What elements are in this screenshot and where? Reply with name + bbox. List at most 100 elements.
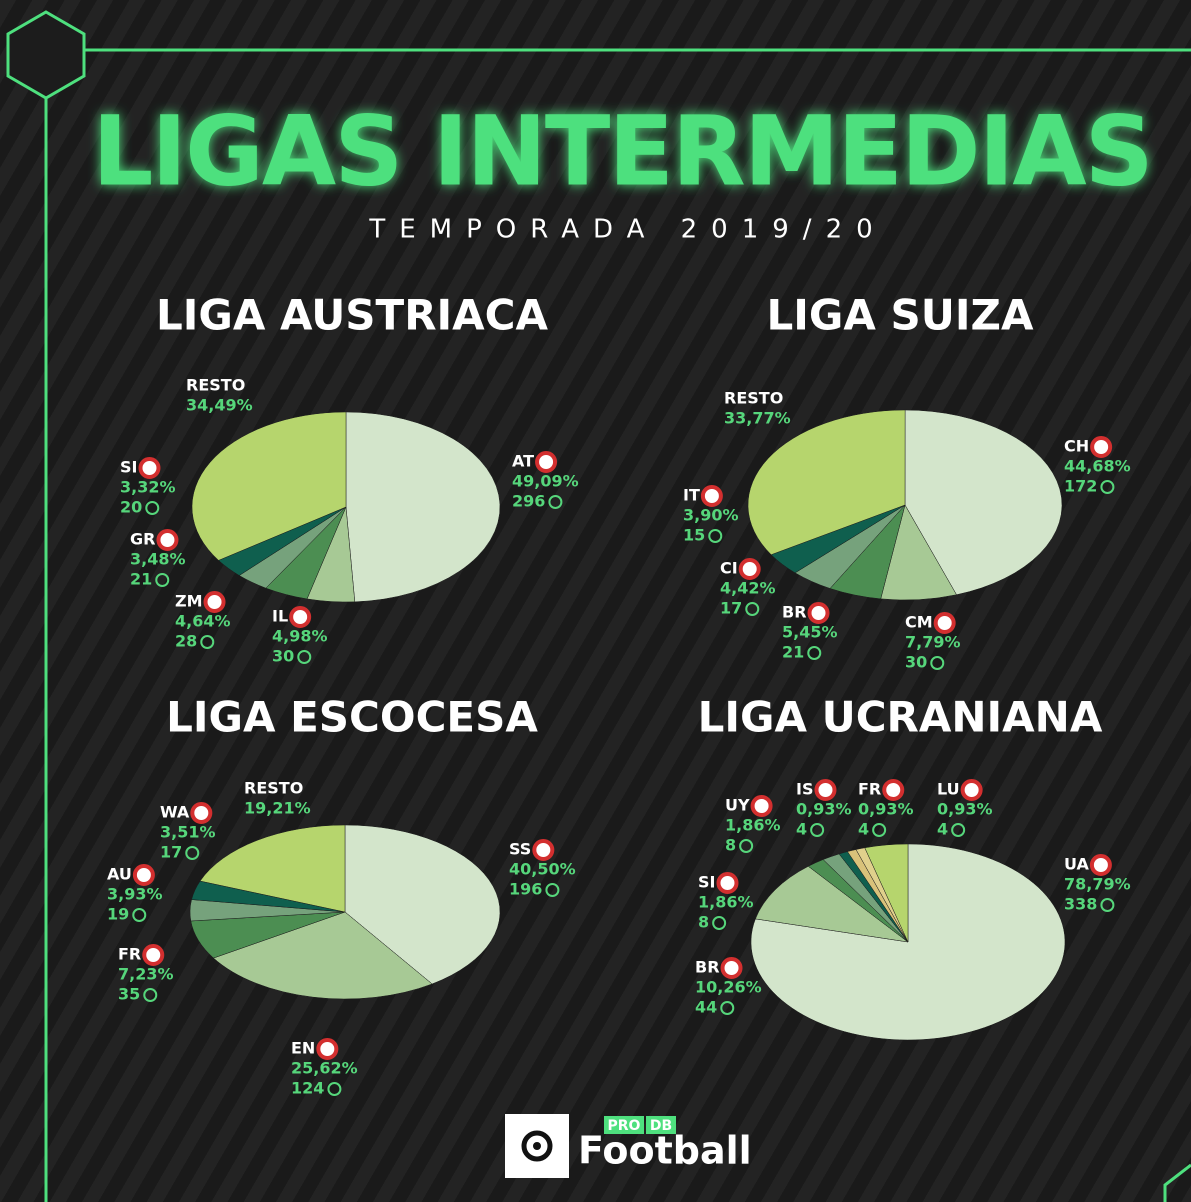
slice-count: 17 (720, 599, 742, 618)
slice-value: 3,90% (683, 506, 739, 525)
slice-label: AU (107, 865, 132, 884)
ball-icon (951, 823, 966, 837)
flag-icon (960, 779, 983, 801)
slice-value: 7,79% (905, 633, 961, 652)
pie-slice (904, 409, 1063, 596)
slice-value: 3,93% (107, 885, 163, 904)
slice-value: 4,98% (272, 627, 328, 646)
slice-label: IS (796, 780, 813, 799)
slice-label: RESTO (244, 779, 303, 798)
logo-db-box (646, 1116, 676, 1134)
flag-icon (716, 872, 739, 894)
slice-value: 7,23% (118, 965, 174, 984)
slice-value: 1,86% (725, 816, 781, 835)
ball-icon (872, 823, 887, 837)
slice-count: 30 (272, 647, 294, 666)
slice-value: 3,51% (160, 823, 216, 842)
ball-icon (708, 529, 723, 543)
pie-slice (747, 409, 906, 555)
slice-count: 8 (725, 836, 736, 855)
flag-icon (316, 1038, 339, 1060)
pie-slice (344, 824, 501, 985)
slice-label: RESTO (724, 389, 783, 408)
ball-icon (810, 823, 825, 837)
slice-value: 4,42% (720, 579, 776, 598)
slice-label: LU (937, 780, 960, 799)
slice-label: WA (160, 803, 190, 822)
slice-value: 19,21% (244, 799, 311, 818)
slice-label: FR (858, 780, 881, 799)
slice-count: 21 (130, 570, 152, 589)
chart-title: LIGA ESCOCESA (166, 693, 538, 742)
slice-value: 44,68% (1064, 457, 1131, 476)
flag-icon (142, 944, 165, 966)
slice-label: IL (272, 607, 288, 626)
ball-icon (200, 635, 215, 649)
pie-slice (199, 824, 346, 913)
slice-count: 21 (782, 643, 804, 662)
flag-icon (814, 779, 837, 801)
slice-value: 5,45% (782, 623, 838, 642)
slice-label: CI (720, 559, 738, 578)
pie-slice (345, 411, 501, 603)
ball-icon (132, 908, 147, 922)
ball-icon (1100, 480, 1115, 494)
chart-title: LIGA UCRANIANA (698, 693, 1103, 742)
flag-icon (138, 457, 161, 479)
flag-icon (1090, 436, 1113, 458)
flag-icon (720, 957, 743, 979)
flag-icon (156, 529, 179, 551)
ball-icon (712, 916, 727, 930)
ball-icon (327, 1082, 342, 1096)
chart: LIGA UCRANIANAUA78,79%338BR10,26%44SI1,8… (695, 693, 1131, 1041)
flag-icon (882, 779, 905, 801)
slice-count: 20 (120, 498, 142, 517)
ball-icon (807, 646, 822, 660)
slice-count: 44 (695, 998, 717, 1017)
slice-value: 40,50% (509, 860, 576, 879)
slice-label: SS (509, 840, 531, 859)
slice-value: 33,77% (724, 409, 791, 428)
frame-corner (1163, 1163, 1191, 1202)
slice-label: FR (118, 945, 141, 964)
subtitle: TEMPORADA 2019/20 (368, 215, 886, 245)
slice-value: 0,93% (937, 800, 993, 819)
ball-icon (720, 1001, 735, 1015)
slice-count: 172 (1064, 477, 1097, 496)
slice-count: 4 (858, 820, 869, 839)
slice-value: 34,49% (186, 396, 253, 415)
slice-value: 0,93% (858, 800, 914, 819)
slice-value: 10,26% (695, 978, 762, 997)
ball-icon (548, 495, 563, 509)
slice-count: 296 (512, 492, 545, 511)
slice-label: UY (725, 796, 750, 815)
flag-icon (535, 451, 558, 473)
slice-count: 15 (683, 526, 705, 545)
flag-icon (738, 558, 761, 580)
slice-value: 49,09% (512, 472, 579, 491)
ball-icon (155, 573, 170, 587)
slice-count: 28 (175, 632, 197, 651)
ball-icon (297, 650, 312, 664)
slice-value: 3,48% (130, 550, 186, 569)
chart-title: LIGA AUSTRIACA (156, 291, 549, 340)
flag-icon (289, 606, 312, 628)
ball-icon (185, 846, 200, 860)
slice-label: CH (1064, 437, 1089, 456)
flag-icon (700, 485, 723, 507)
pie-slice (191, 411, 347, 561)
logo-icon (521, 1130, 553, 1162)
flag-icon (190, 802, 213, 824)
flag-icon (750, 795, 773, 817)
slice-count: 35 (118, 985, 140, 1004)
slice-value: 1,86% (698, 893, 754, 912)
slice-count: 17 (160, 843, 182, 862)
slice-value: 78,79% (1064, 875, 1131, 894)
slice-count: 4 (937, 820, 948, 839)
ball-icon (143, 988, 158, 1002)
logo-name: Football (578, 1129, 752, 1173)
flag-icon (532, 839, 555, 861)
slice-count: 8 (698, 913, 709, 932)
